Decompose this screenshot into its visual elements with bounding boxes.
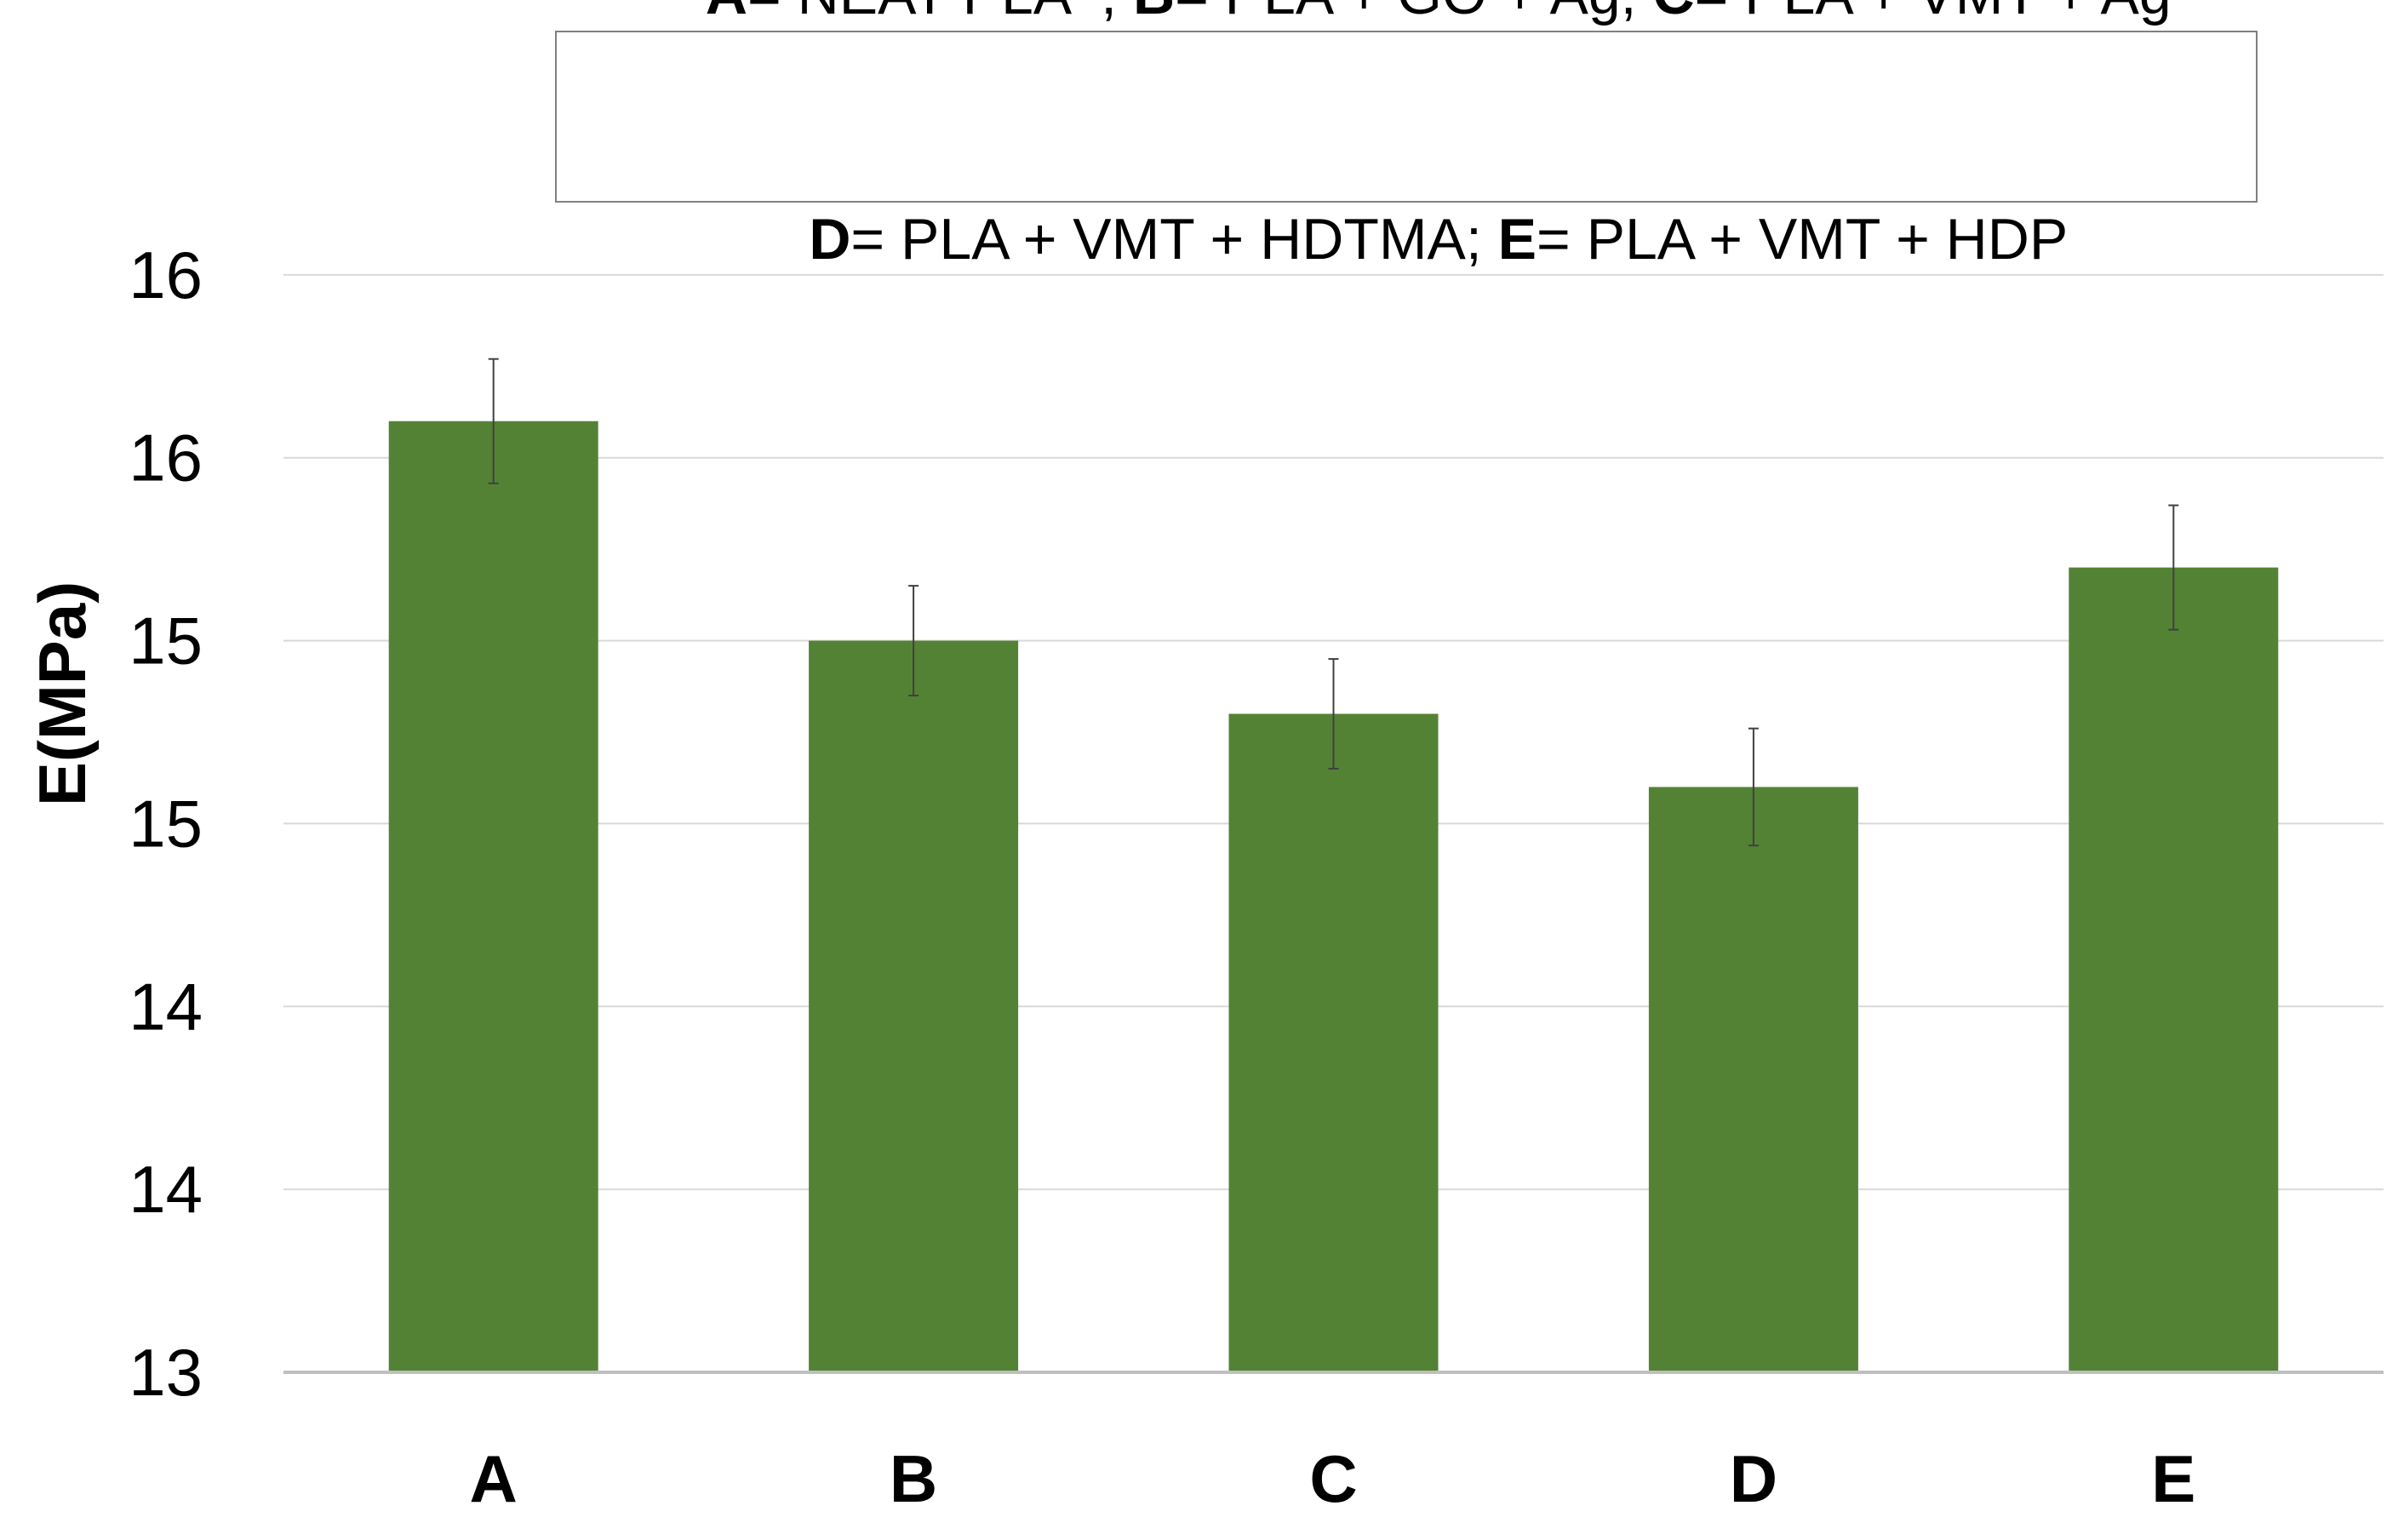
bar-d [1648,787,1858,1372]
error-bar-c [1328,658,1339,770]
y-tick-label: 14 [129,1152,203,1227]
legend-text-e: = PLA + VMT + HDP [1537,207,2069,272]
legend-key-a: A [706,0,747,26]
tick-labels: 13 14 14 15 15 16 16 A B C D E [129,238,2195,1516]
x-tick-label-b: B [890,1441,937,1516]
bar-a [388,421,598,1372]
legend-text-a: = NEAT PLA ; [747,0,1133,26]
y-tick-label: 13 [129,1335,203,1410]
legend-text-c: = PLA + VMT + Ag [1695,0,2172,26]
bar-e [2069,567,2279,1372]
error-bar-e [2168,504,2179,631]
legend-text-b: = PLA + GO + Ag; [1175,0,1652,26]
y-tick-label: 16 [129,238,203,312]
bars [388,421,2279,1372]
legend-line-2: D= PLA + VMT + HDTMA; E= PLA + VMT + HDP [745,117,2069,362]
error-bars [488,358,2179,847]
y-tick-label: 14 [129,969,203,1044]
y-axis-title: E(MPa) [25,581,100,806]
legend-key-d: D [809,207,851,272]
legend-key-b: B [1133,0,1175,26]
x-tick-label-c: C [1309,1441,1357,1516]
legend-line-1: A= NEAT PLA ; B= PLA + GO + Ag; C= PLA +… [641,0,2172,117]
legend-key-e: E [1497,207,1537,272]
bar-c [1228,713,1439,1372]
x-tick-label-e: E [2151,1441,2195,1516]
bar-b [809,640,1019,1372]
error-bar-b [908,585,919,697]
legend-text-d: = PLA + VMT + HDTMA; [850,207,1498,272]
error-bar-a [488,358,499,484]
x-tick-label-a: A [470,1441,518,1516]
error-bar-d [1748,727,1759,847]
x-tick-label-d: D [1730,1441,1777,1516]
y-tick-label: 16 [129,421,203,495]
y-tick-label: 15 [129,604,203,678]
legend: A= NEAT PLA ; B= PLA + GO + Ag; C= PLA +… [555,0,2258,272]
y-tick-label: 15 [129,786,203,861]
legend-key-c: C [1652,0,1694,26]
